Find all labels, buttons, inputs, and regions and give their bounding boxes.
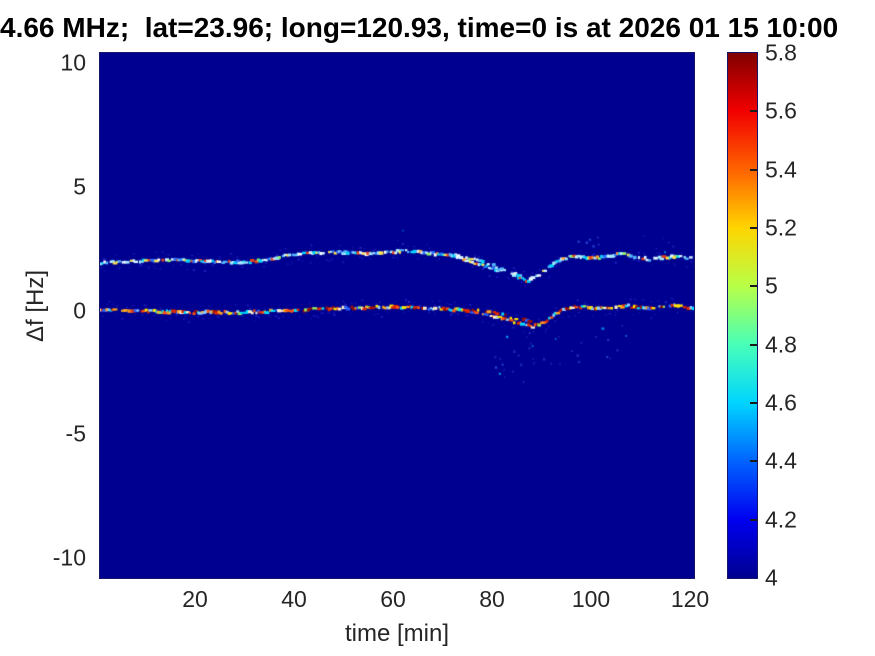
x-tick-label: 20 [182,586,208,612]
colorbar-tick-mark [750,460,757,463]
y-tick-label: -10 [52,544,86,571]
y-tick-label: 5 [73,173,86,200]
figure-title: 4.66 MHz; lat=23.96; long=120.93, time=0… [0,12,839,43]
colorbar-tick-label: 4.6 [765,389,797,416]
x-tick-label: 100 [571,586,611,612]
colorbar-tick-mark [750,285,757,288]
colorbar-tick-mark [750,343,757,346]
colorbar-tick-label: 4 [765,564,778,591]
heatmap-plot [100,53,694,578]
colorbar-tick-label: 5.6 [765,97,797,124]
y-tick-label: -5 [65,420,86,447]
plot-border [99,52,695,579]
colorbar-tick-label: 5 [765,272,778,299]
colorbar-tick-label: 5.8 [765,39,797,66]
colorbar-tick-mark [750,168,757,171]
colorbar [727,52,758,579]
colorbar-tick-label: 4.4 [765,447,797,474]
colorbar-tick-mark [750,227,757,229]
colorbar-tick-mark [750,110,757,113]
colorbar-tick-label: 5.4 [765,156,797,183]
colorbar-tick-label: 5.2 [765,214,797,241]
colorbar-tick-label: 4.8 [765,331,797,358]
colorbar-tick-mark [750,402,757,404]
colorbar-tick-label: 4.2 [765,506,797,533]
x-axis-label: time [min] [344,620,450,647]
x-tick-label: 40 [281,586,307,612]
x-tick-label: 60 [380,586,406,612]
x-tick-label: 80 [479,586,505,612]
y-tick-label: 0 [73,297,86,324]
colorbar-tick-mark [750,518,757,521]
x-tick-label: 120 [670,586,710,612]
y-tick-label: 10 [60,49,86,76]
